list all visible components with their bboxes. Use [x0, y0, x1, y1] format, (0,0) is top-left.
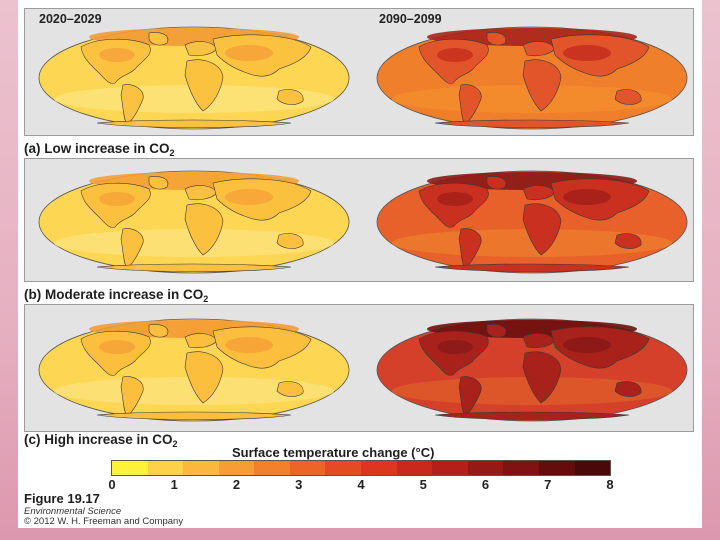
scale-swatch — [183, 461, 219, 475]
scale-swatch — [503, 461, 539, 475]
continent-south-america — [458, 84, 482, 126]
continent-africa — [522, 351, 562, 404]
scale-tick-label: 3 — [295, 477, 303, 492]
scale-swatch — [289, 461, 326, 475]
continent-africa — [184, 59, 224, 112]
slide: 2020–2029 2090–2099 (a) Low increase in … — [18, 0, 702, 528]
continent-south-america — [458, 376, 482, 418]
figure-copyright: © 2012 W. H. Freeman and Company — [24, 516, 184, 527]
caption-a-subscript: 2 — [169, 148, 175, 158]
map-b-2020 — [38, 170, 350, 274]
continent-australia — [614, 89, 642, 105]
hotspot-north-america — [437, 192, 473, 206]
continent-australia — [276, 381, 304, 397]
caption-b-subscript: 2 — [203, 294, 209, 304]
continent-greenland — [148, 32, 169, 46]
continent-antarctica — [96, 119, 292, 128]
continent-greenland — [148, 176, 169, 190]
hotspot-asia — [225, 189, 273, 205]
panel-c — [24, 304, 694, 432]
continent-antarctica — [434, 119, 630, 128]
continent-antarctica — [96, 263, 292, 272]
caption-b-text: (b) Moderate increase in CO — [24, 287, 204, 302]
panel-a: 2020–2029 2090–2099 — [24, 8, 694, 136]
scale-swatch — [112, 461, 148, 475]
hotspot-north-america — [99, 48, 135, 62]
continent-antarctica — [96, 411, 292, 420]
caption-a: (a) Low increase in CO2 — [24, 141, 175, 158]
hotspot-asia — [563, 337, 611, 353]
panel-b — [24, 158, 694, 282]
hotspot-asia — [225, 337, 273, 353]
hotspot-north-america — [437, 48, 473, 62]
scale-swatch — [218, 461, 255, 475]
continent-africa — [522, 203, 562, 256]
hotspot-north-america — [99, 192, 135, 206]
continent-africa — [522, 59, 562, 112]
hotspot-north-america — [99, 340, 135, 354]
continent-south-america — [120, 376, 144, 418]
continent-greenland — [486, 32, 507, 46]
hotspot-asia — [225, 45, 273, 61]
continent-greenland — [148, 324, 169, 338]
map-b-2090 — [376, 170, 688, 274]
hotspot-north-america — [437, 340, 473, 354]
continent-south-america — [458, 228, 482, 270]
continent-south-america — [120, 84, 144, 126]
caption-c-text: (c) High increase in CO — [24, 432, 173, 447]
continent-australia — [614, 233, 642, 249]
map-a-2020 — [38, 26, 350, 130]
continent-australia — [276, 89, 304, 105]
scale-swatch — [361, 461, 397, 475]
scale-tick-label: 1 — [170, 477, 178, 492]
period-label-right: 2090–2099 — [379, 12, 442, 26]
scale-tick-label: 4 — [357, 477, 365, 492]
period-label-left: 2020–2029 — [39, 12, 102, 26]
scale-swatch — [396, 461, 433, 475]
scale-swatch — [254, 461, 290, 475]
hotspot-asia — [563, 189, 611, 205]
scale-tick-label: 5 — [419, 477, 427, 492]
scale-swatch — [147, 461, 184, 475]
scale-tick-label: 2 — [232, 477, 241, 492]
continent-australia — [614, 381, 642, 397]
scale-swatch — [325, 461, 362, 475]
scale-tick-label: 0 — [108, 477, 116, 492]
continent-greenland — [486, 324, 507, 338]
caption-c: (c) High increase in CO2 — [24, 432, 178, 449]
caption-a-text: (a) Low increase in CO — [24, 141, 170, 156]
scale-swatch — [467, 461, 504, 475]
continent-antarctica — [434, 411, 630, 420]
caption-b: (b) Moderate increase in CO2 — [24, 287, 208, 304]
scale-swatch — [432, 461, 468, 475]
temperature-color-scale — [111, 460, 611, 476]
scale-tick-label: 6 — [481, 477, 490, 492]
hotspot-asia — [563, 45, 611, 61]
scale-swatch — [574, 461, 611, 475]
caption-c-subscript: 2 — [172, 439, 178, 449]
scale-tick-label: 7 — [544, 477, 552, 492]
continent-antarctica — [434, 263, 630, 272]
figure-title: Figure 19.17 — [24, 491, 100, 506]
continent-africa — [184, 203, 224, 256]
scale-swatch — [538, 461, 575, 475]
map-c-2090 — [376, 318, 688, 422]
scale-tick-label: 8 — [606, 477, 614, 492]
map-a-2090 — [376, 26, 688, 130]
continent-greenland — [486, 176, 507, 190]
continent-africa — [184, 351, 224, 404]
continent-south-america — [120, 228, 144, 270]
figure-subtitle: Environmental Science — [24, 506, 122, 517]
continent-australia — [276, 233, 304, 249]
legend-title: Surface temperature change (°C) — [232, 445, 435, 460]
map-c-2020 — [38, 318, 350, 422]
